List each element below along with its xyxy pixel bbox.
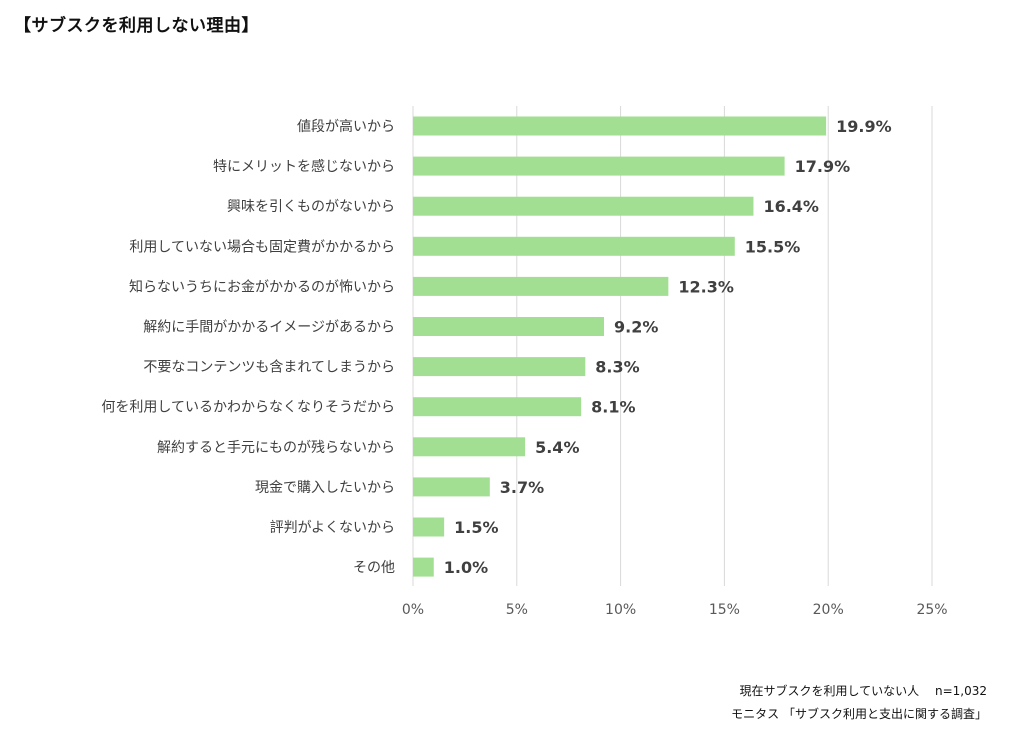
bars [413, 116, 827, 577]
x-tick-labels: 0% 5% 10% 15% 20% 25% [402, 602, 948, 618]
bar [413, 276, 669, 296]
category-label: 利用していない場合も固定費がかかるから [129, 239, 395, 255]
value-label: 1.5% [454, 518, 498, 537]
grid-lines [412, 106, 933, 586]
bar [413, 397, 582, 417]
sample-note: 現在サブスクを利用していない人 n=1,032 [739, 684, 987, 698]
category-label: 何を利用しているかわからなくなりそうだから [101, 400, 395, 416]
category-label: その他 [353, 560, 395, 576]
bar [413, 437, 526, 457]
value-label: 8.3% [595, 358, 639, 377]
value-label: 1.0% [444, 558, 488, 577]
category-labels: 値段が高いから特にメリットを感じないから興味を引くものがないから利用していない場… [101, 118, 395, 576]
value-labels: 19.9% 17.9% 16.4% 15.5% 12.3% 9.2% 8.3% 8.1% 5.4… [444, 117, 892, 577]
source-note: モニタス 「サブスク利用と支出に関する調査」 [731, 707, 987, 721]
value-label: 15.5% [745, 237, 801, 256]
bar [413, 236, 735, 256]
value-label: 16.4% [763, 197, 819, 216]
category-label: 知らないうちにお金がかかるのが怖いから [129, 278, 395, 295]
category-label: 不要なコンテンツも含まれてしまうから [143, 360, 395, 376]
category-label: 興味を引くものがないから [227, 199, 395, 215]
x-tick-label: 5% [506, 602, 528, 618]
bar [413, 116, 827, 136]
x-tick-label: 0% [402, 602, 424, 618]
value-label: 9.2% [614, 318, 658, 337]
bar [413, 317, 604, 336]
x-tick-label: 25% [916, 602, 947, 618]
category-label: 特にメリットを感じないから [213, 158, 395, 175]
bar [413, 357, 586, 377]
bar [413, 196, 754, 216]
category-label: 解約すると手元にものが残らないから [157, 440, 395, 456]
x-tick-label: 10% [605, 602, 636, 618]
value-label: 5.4% [535, 438, 579, 457]
category-label: 現金で購入したいから [255, 480, 395, 496]
bar [413, 557, 434, 577]
chart-title: 【サブスクを利用しない理由】 [14, 16, 259, 36]
category-label: 値段が高いから [297, 118, 395, 135]
value-label: 19.9% [836, 117, 892, 136]
value-label: 12.3% [678, 277, 734, 296]
x-tick-label: 15% [709, 602, 740, 618]
value-label: 8.1% [591, 398, 635, 417]
bar [413, 156, 785, 176]
bar [413, 517, 445, 537]
value-label: 17.9% [795, 157, 851, 176]
x-tick-label: 20% [813, 602, 844, 618]
value-label: 3.7% [500, 478, 544, 497]
bar [413, 477, 490, 497]
category-label: 解約に手間がかかるイメージがあるから [143, 320, 395, 336]
category-label: 評判がよくないから [270, 520, 395, 536]
